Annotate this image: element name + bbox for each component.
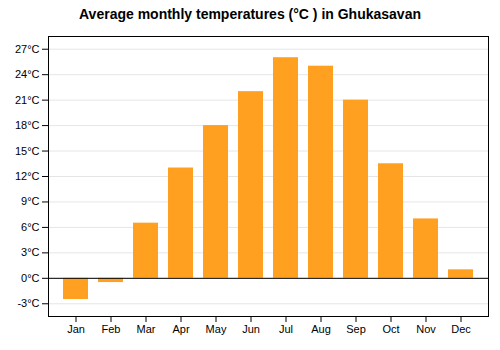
svg-text:Feb: Feb	[102, 323, 121, 335]
svg-text:Jul: Jul	[279, 323, 293, 335]
svg-text:Jun: Jun	[242, 323, 260, 335]
svg-text:0°C: 0°C	[21, 272, 40, 284]
svg-text:-3°C: -3°C	[17, 297, 39, 309]
svg-text:18°C: 18°C	[15, 119, 40, 131]
svg-text:Oct: Oct	[382, 323, 399, 335]
svg-text:21°C: 21°C	[15, 94, 40, 106]
svg-text:9°C: 9°C	[21, 195, 40, 207]
svg-text:Jan: Jan	[67, 323, 85, 335]
html-text:Average monthly temperatures (: Average monthly temperatures (°C ) in Gh…	[79, 6, 421, 22]
svg-text:12°C: 12°C	[15, 170, 40, 182]
svg-text:Aug: Aug	[311, 323, 331, 335]
svg-text:May: May	[206, 323, 227, 335]
svg-text:27°C: 27°C	[15, 43, 40, 55]
svg-text:Apr: Apr	[172, 323, 189, 335]
svg-text:Nov: Nov	[416, 323, 436, 335]
svg-text:24°C: 24°C	[15, 68, 40, 80]
svg-text:6°C: 6°C	[21, 221, 40, 233]
svg-text:3°C: 3°C	[21, 246, 40, 258]
svg-text:Sep: Sep	[346, 323, 366, 335]
svg-text:15°C: 15°C	[15, 145, 40, 157]
svg-text:Dec: Dec	[451, 323, 471, 335]
svg-text:Mar: Mar	[137, 323, 156, 335]
